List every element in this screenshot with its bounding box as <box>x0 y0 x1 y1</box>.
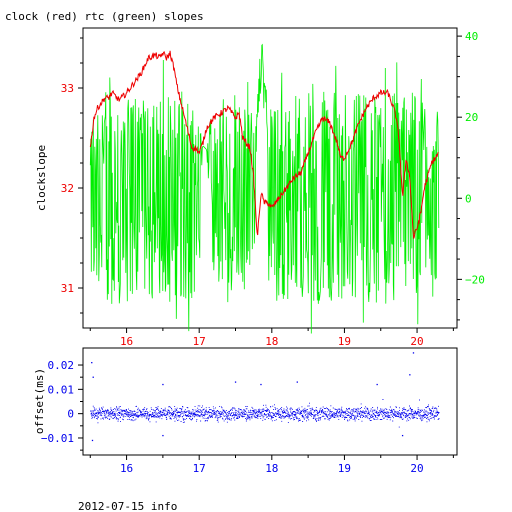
top-y2-tick-label: 40 <box>465 30 478 43</box>
bottom-y-axis-label: offset(ms) <box>33 368 46 434</box>
bottom-x-tick-label: 19 <box>338 462 351 475</box>
offset-outlier-point <box>401 434 404 437</box>
offset-points <box>90 399 440 428</box>
bottom-y-axis: −0.01 0 0.01 0.02 <box>41 359 83 451</box>
top-x-tick-label: 16 <box>120 335 133 348</box>
bottom-x-tick-label: 16 <box>120 462 133 475</box>
footer-date-label: 2012-07-15 info <box>78 500 177 512</box>
rtc-series-layer <box>89 43 440 334</box>
top-x-axis: 16 17 18 19 20 <box>89 328 454 348</box>
top-y-axis-label: clockslope <box>35 145 48 211</box>
offset-outlier-point <box>376 383 378 386</box>
offset-outlier-point <box>296 381 298 383</box>
bottom-x-axis: 16 17 18 19 20 <box>89 455 454 475</box>
bottom-y-tick-label: 0.01 <box>48 383 75 396</box>
bottom-y-tick-label: 0 <box>67 408 74 421</box>
bottom-y-tick-label: −0.01 <box>41 432 74 445</box>
top-y2-tick-label: 0 <box>465 192 472 205</box>
bottom-x-tick-label: 20 <box>410 462 423 475</box>
top-left-y-axis: 31 32 33 <box>61 37 83 314</box>
offset-series-layer <box>90 352 440 442</box>
top-plot-panel: 16 17 18 19 20 31 32 33 −20 0 20 40 clockslope <box>35 27 485 348</box>
offset-outlier-point <box>92 376 94 378</box>
top-y-tick-label: 33 <box>61 82 74 95</box>
top-x-tick-label: 18 <box>265 335 278 348</box>
top-y-tick-label: 31 <box>61 282 74 295</box>
rtc-series-line <box>89 43 440 334</box>
offset-outlier-point <box>409 374 411 376</box>
offset-outlier-point <box>260 383 262 386</box>
top-y2-tick-label: −20 <box>465 273 485 286</box>
chart-title: clock (red) rtc (green) slopes <box>5 10 204 23</box>
offset-outlier-point <box>412 352 415 354</box>
clock-series-line <box>89 50 439 239</box>
top-y2-tick-label: 20 <box>465 111 478 124</box>
offset-outlier-point <box>91 361 93 364</box>
top-x-tick-label: 20 <box>410 335 423 348</box>
bottom-plot-panel: 16 17 18 19 20 −0.01 0 0.01 0.02 offset(ms) <box>33 347 458 475</box>
top-x-tick-label: 19 <box>338 335 351 348</box>
offset-outlier-point <box>162 434 164 437</box>
top-right-y-axis: −20 0 20 40 <box>457 30 485 321</box>
top-x-tick-label: 17 <box>193 335 206 348</box>
offset-outlier-point <box>91 439 94 442</box>
bottom-x-tick-label: 17 <box>193 462 206 475</box>
top-y-tick-label: 32 <box>61 182 74 195</box>
bottom-x-tick-label: 18 <box>265 462 278 475</box>
bottom-y-tick-label: 0.02 <box>48 359 75 372</box>
bottom-plot-frame <box>82 347 458 456</box>
offset-outlier-point <box>162 383 164 386</box>
offset-outlier-point <box>234 381 237 383</box>
clock-series-layer <box>89 50 439 239</box>
